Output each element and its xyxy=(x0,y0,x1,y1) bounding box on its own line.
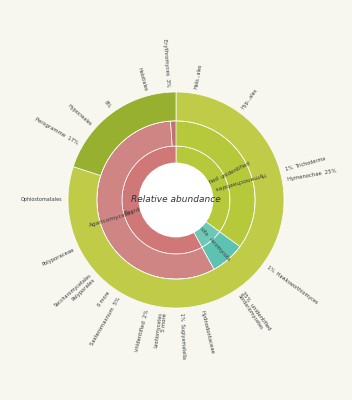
Text: Sordariomycetes: Sordariomycetes xyxy=(237,293,264,331)
Text: Hydnodontaceae: Hydnodontaceae xyxy=(200,310,215,354)
Polygon shape xyxy=(176,146,230,232)
Text: Hypocreales: Hypocreales xyxy=(66,104,92,127)
Text: unidentified: unidentified xyxy=(189,176,221,195)
Polygon shape xyxy=(68,92,284,308)
Text: 6 more: 6 more xyxy=(97,290,111,307)
Polygon shape xyxy=(68,162,102,238)
Polygon shape xyxy=(75,228,138,295)
Text: Sasteromaxnum  5%: Sasteromaxnum 5% xyxy=(89,297,121,347)
Text: Helotiales: Helotiales xyxy=(137,66,148,91)
Text: Leotiomycetes: Leotiomycetes xyxy=(153,312,163,348)
Polygon shape xyxy=(176,200,220,247)
Polygon shape xyxy=(138,274,164,307)
Text: Relative abundance: Relative abundance xyxy=(131,196,221,204)
Polygon shape xyxy=(75,105,138,172)
Polygon shape xyxy=(125,92,172,130)
Text: Halo...ales: Halo...ales xyxy=(194,63,203,89)
Text: 8%: 8% xyxy=(102,100,111,110)
Text: Agaricomycetes: Agaricomycetes xyxy=(89,210,136,228)
Text: Polyporaceae: Polyporaceae xyxy=(41,247,75,267)
Text: Hymenochae  25%: Hymenochae 25% xyxy=(287,169,337,182)
Polygon shape xyxy=(68,96,154,225)
Text: Ascomycota: Ascomycota xyxy=(186,212,209,237)
Polygon shape xyxy=(188,93,284,295)
Polygon shape xyxy=(170,121,255,270)
Text: Hyp...ales: Hyp...ales xyxy=(241,87,259,110)
Polygon shape xyxy=(122,146,202,254)
Text: Basidiomycota: Basidiomycota xyxy=(123,200,166,216)
Polygon shape xyxy=(73,92,176,176)
Text: 1%  Hawksworthiomyces: 1% Hawksworthiomyces xyxy=(266,265,319,305)
Polygon shape xyxy=(194,246,263,305)
Polygon shape xyxy=(97,121,214,279)
Polygon shape xyxy=(145,92,192,124)
Polygon shape xyxy=(107,261,148,301)
Text: Erythromyces  3%: Erythromyces 3% xyxy=(162,39,171,87)
Polygon shape xyxy=(207,101,257,148)
Polygon shape xyxy=(91,249,126,283)
Text: 1%  Sugiyamatella: 1% Sugiyamatella xyxy=(178,313,186,359)
Text: 5 more: 5 more xyxy=(161,313,168,332)
Polygon shape xyxy=(71,218,114,267)
Text: Polyporales: Polyporales xyxy=(71,278,96,302)
Polygon shape xyxy=(235,129,284,219)
Polygon shape xyxy=(95,252,145,299)
Polygon shape xyxy=(171,92,219,127)
Polygon shape xyxy=(214,214,282,295)
Polygon shape xyxy=(176,121,255,246)
Text: 1%  Trichoderma: 1% Trichoderma xyxy=(285,156,326,172)
Polygon shape xyxy=(133,270,227,308)
Text: Saccharomycetales: Saccharomycetales xyxy=(53,273,92,308)
Text: unidentified: unidentified xyxy=(220,160,251,180)
Text: unidentified  2%: unidentified 2% xyxy=(134,309,150,352)
Text: 35%  unidentified: 35% unidentified xyxy=(241,290,272,331)
Polygon shape xyxy=(160,278,173,308)
Polygon shape xyxy=(172,270,228,308)
Text: Ascomycota: Ascomycota xyxy=(208,237,232,263)
Text: Perogramme  17%: Perogramme 17% xyxy=(34,116,79,145)
Circle shape xyxy=(139,163,213,237)
Text: Hymenochaetales: Hymenochaetales xyxy=(214,171,266,191)
Polygon shape xyxy=(125,270,200,308)
Polygon shape xyxy=(202,232,240,270)
Text: Ophiostomatales: Ophiostomatales xyxy=(21,198,63,202)
